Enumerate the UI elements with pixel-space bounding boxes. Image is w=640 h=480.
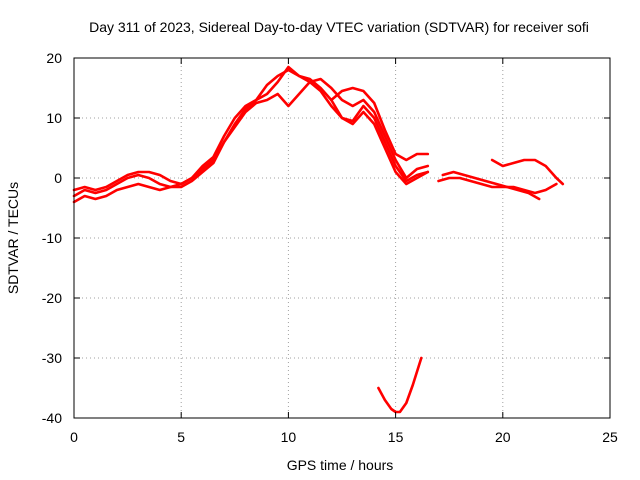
grid [74, 58, 610, 418]
y-tick-label: -40 [42, 410, 62, 426]
x-tick-labels: 0 5 10 15 20 25 [70, 429, 618, 445]
series-trace-7 [490, 158, 565, 186]
y-tick-label: -30 [42, 350, 62, 366]
series-trace-4 [329, 86, 430, 162]
x-tick-label: 20 [495, 429, 511, 445]
x-tick-label: 25 [602, 429, 618, 445]
series-trace-5 [437, 176, 558, 195]
x-tick-label: 0 [70, 429, 78, 445]
series-trace-8 [377, 356, 423, 414]
y-tick-label: 20 [46, 50, 62, 66]
y-tick-label: -20 [42, 290, 62, 306]
series-group [72, 65, 565, 414]
y-axis-title: SDTVAR / TECUs [5, 182, 21, 294]
y-tick-labels: -40 -30 -20 -10 0 10 20 [42, 50, 62, 426]
y-tick-label: 0 [54, 170, 62, 186]
ticks [73, 57, 611, 419]
series-trace-6 [441, 170, 541, 201]
series-trace-3 [72, 65, 430, 192]
series-trace-2 [72, 77, 430, 204]
y-tick-label: 10 [46, 110, 62, 126]
x-tick-label: 5 [177, 429, 185, 445]
series-trace-1 [72, 68, 430, 198]
x-axis-title: GPS time / hours [287, 457, 394, 473]
y-tick-label: -10 [42, 230, 62, 246]
x-tick-label: 10 [281, 429, 297, 445]
chart-title: Day 311 of 2023, Sidereal Day-to-day VTE… [89, 19, 589, 35]
x-tick-label: 15 [388, 429, 404, 445]
